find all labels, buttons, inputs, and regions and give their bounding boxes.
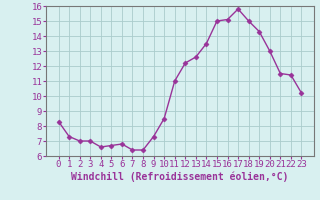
X-axis label: Windchill (Refroidissement éolien,°C): Windchill (Refroidissement éolien,°C) (71, 172, 289, 182)
